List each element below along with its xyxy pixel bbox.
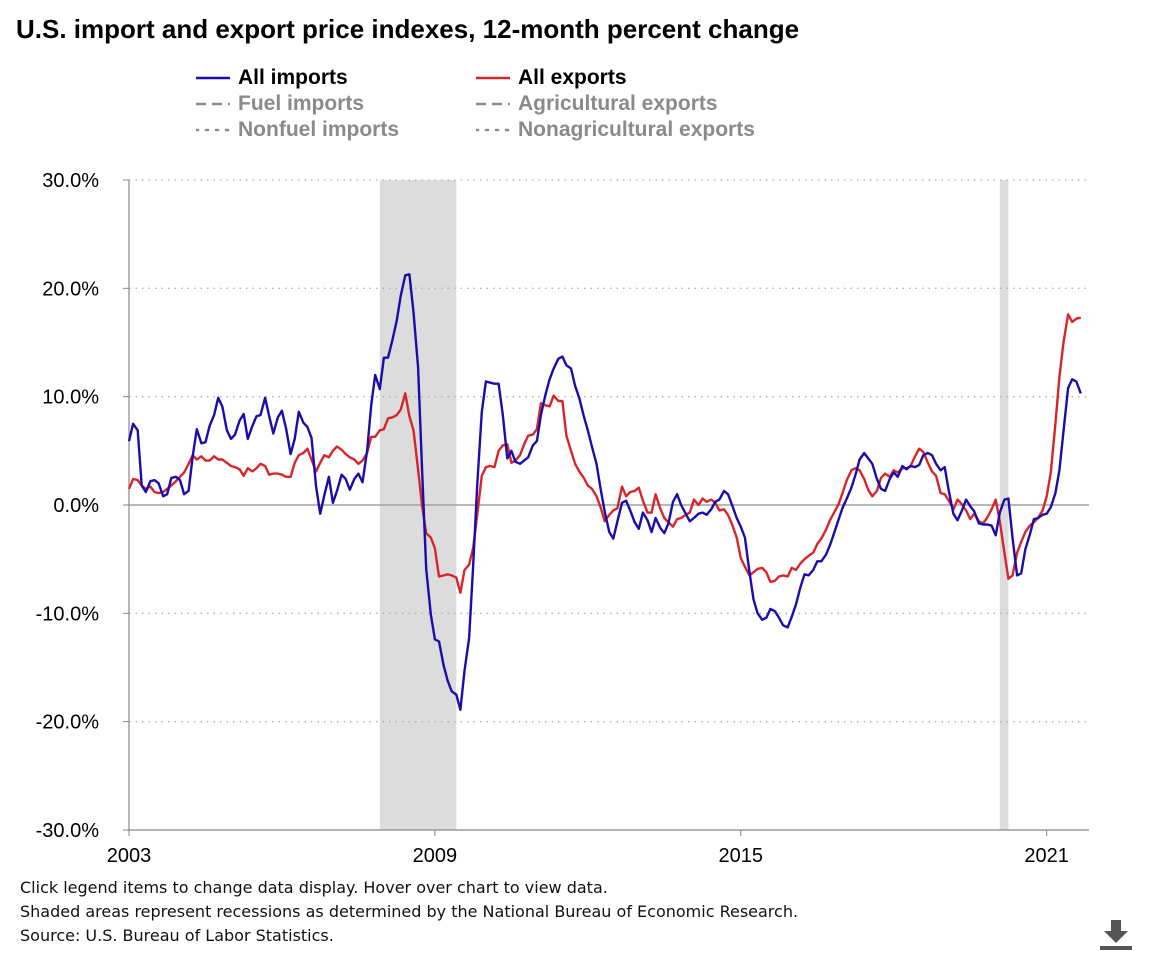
legend-label: Nonagricultural exports: [518, 118, 755, 141]
legend-swatch-icon: [196, 102, 230, 106]
note-recessions: Shaded areas represent recessions as det…: [20, 902, 799, 921]
x-tick-label: 2003: [107, 845, 152, 867]
line-chart[interactable]: 30.0% 20.0% 10.0% 0.0% -10.0% -20.0% -30.0% 200…: [0, 0, 1160, 880]
legend-label: All exports: [518, 66, 627, 89]
legend-label: All imports: [238, 66, 348, 89]
legend-label: Agricultural exports: [518, 92, 718, 115]
download-icon[interactable]: [1098, 916, 1134, 952]
y-tick-label: -30.0%: [36, 820, 100, 842]
legend-item-nonfuel-imports[interactable]: Nonfuel imports: [196, 118, 399, 142]
series-line-all-exports: [127, 313, 1082, 594]
y-tick-label: -10.0%: [36, 603, 100, 625]
x-tick-label: 2015: [719, 845, 764, 867]
note-instructions: Click legend items to change data displa…: [20, 878, 608, 897]
y-tick-label: 0.0%: [53, 495, 99, 517]
series-line-all-imports: [127, 273, 1082, 711]
y-tick-label: 30.0%: [42, 170, 99, 192]
legend-item-nonagricultural-exports[interactable]: Nonagricultural exports: [476, 118, 755, 142]
note-source: Source: U.S. Bureau of Labor Statistics.: [20, 926, 334, 945]
y-tick-label: -20.0%: [36, 712, 100, 734]
y-tick-label: 20.0%: [42, 278, 99, 300]
y-tick-label: 10.0%: [42, 387, 99, 409]
x-tick-label: 2009: [413, 845, 458, 867]
legend-item-fuel-imports[interactable]: Fuel imports: [196, 92, 364, 116]
legend-item-all-imports[interactable]: All imports: [196, 66, 348, 90]
legend-item-all-exports[interactable]: All exports: [476, 66, 627, 90]
legend-item-agricultural-exports[interactable]: Agricultural exports: [476, 92, 718, 116]
chart-title: U.S. import and export price indexes, 12…: [16, 14, 800, 44]
legend-swatch-icon: [196, 76, 230, 80]
x-tick-label: 2021: [1024, 845, 1069, 867]
legend-label: Nonfuel imports: [238, 118, 399, 141]
legend-swatch-icon: [476, 76, 510, 80]
legend-label: Fuel imports: [238, 92, 365, 115]
legend-swatch-icon: [476, 102, 510, 106]
